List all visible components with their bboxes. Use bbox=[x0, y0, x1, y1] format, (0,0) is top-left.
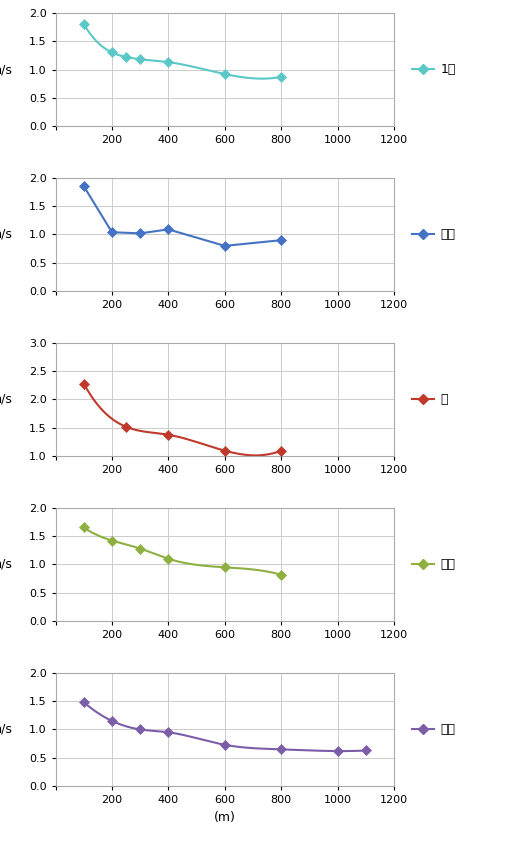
Y-axis label: m/s: m/s bbox=[0, 393, 13, 406]
Legend: 봄: 봄 bbox=[407, 388, 453, 411]
Y-axis label: m/s: m/s bbox=[0, 228, 13, 241]
Y-axis label: m/s: m/s bbox=[0, 723, 13, 736]
Legend: 가을: 가을 bbox=[407, 718, 461, 741]
X-axis label: (m): (m) bbox=[214, 811, 236, 824]
Legend: 1년: 1년 bbox=[407, 58, 461, 81]
Y-axis label: m/s: m/s bbox=[0, 558, 13, 571]
Y-axis label: m/s: m/s bbox=[0, 63, 13, 76]
Legend: 여름: 여름 bbox=[407, 553, 461, 576]
Legend: 곌울: 곌울 bbox=[407, 223, 461, 246]
